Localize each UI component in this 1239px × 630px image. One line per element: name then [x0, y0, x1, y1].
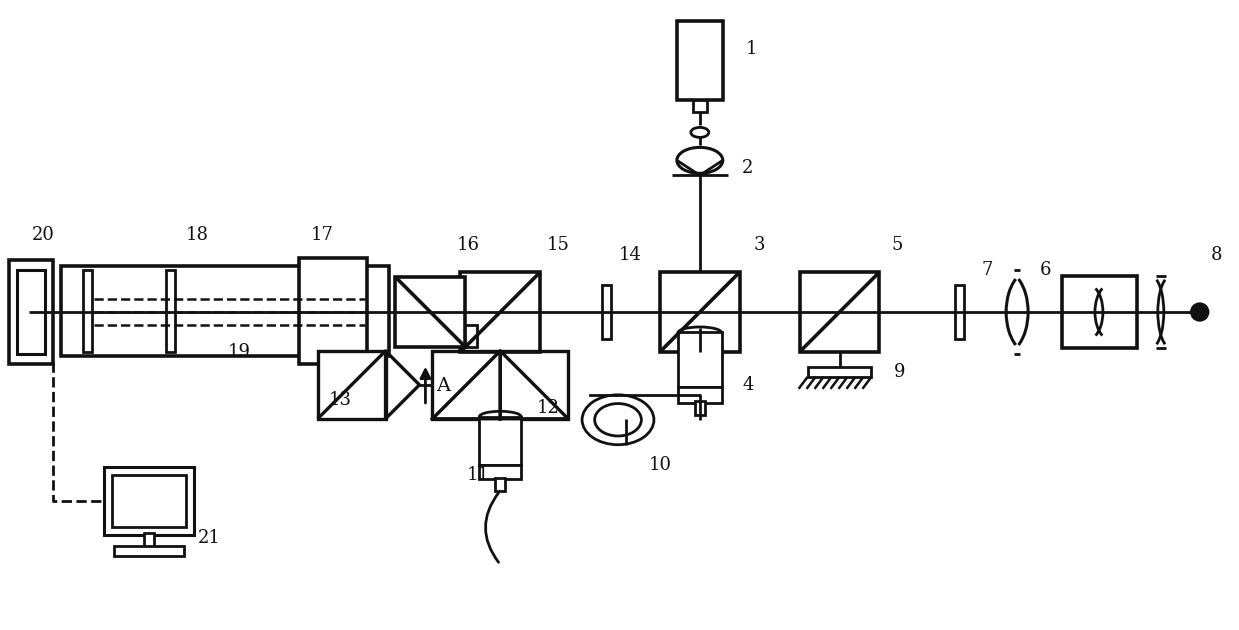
Text: 20: 20 — [32, 226, 55, 244]
Bar — [676, 21, 722, 100]
Bar — [17, 270, 46, 354]
Text: A: A — [436, 377, 451, 395]
Bar — [1062, 276, 1137, 348]
Text: 19: 19 — [227, 343, 250, 361]
Bar — [461, 272, 540, 352]
Bar — [693, 100, 706, 112]
Text: 18: 18 — [186, 226, 208, 244]
Text: 14: 14 — [618, 246, 642, 264]
Bar — [61, 266, 389, 356]
Text: 15: 15 — [546, 236, 570, 254]
Bar — [660, 272, 740, 352]
Text: 4: 4 — [742, 376, 753, 394]
Bar — [112, 474, 186, 527]
Text: 7: 7 — [981, 261, 992, 279]
Bar — [10, 260, 53, 364]
Bar — [432, 351, 569, 419]
Bar — [317, 351, 385, 419]
Text: 12: 12 — [536, 399, 560, 417]
Text: 5: 5 — [892, 236, 903, 254]
Bar — [104, 467, 195, 534]
Bar — [83, 270, 92, 352]
Text: 11: 11 — [467, 466, 489, 484]
Text: 2: 2 — [742, 159, 753, 177]
Text: 9: 9 — [893, 363, 906, 381]
Bar — [395, 277, 466, 347]
Text: 21: 21 — [197, 529, 221, 546]
Bar — [678, 387, 722, 403]
Bar — [466, 325, 477, 347]
Bar — [479, 465, 522, 479]
Text: 10: 10 — [648, 455, 672, 474]
Bar — [496, 478, 506, 491]
Text: 1: 1 — [746, 40, 757, 57]
Bar — [299, 258, 367, 364]
Bar — [114, 546, 183, 556]
Bar — [166, 270, 175, 352]
Bar — [695, 401, 705, 415]
Text: 13: 13 — [330, 391, 352, 409]
Bar — [678, 332, 722, 387]
Text: 16: 16 — [457, 236, 479, 254]
Bar — [799, 272, 880, 352]
Circle shape — [1191, 303, 1209, 321]
Text: 6: 6 — [1040, 261, 1051, 279]
Text: 8: 8 — [1211, 246, 1223, 264]
Bar — [602, 285, 611, 339]
Text: 17: 17 — [311, 226, 335, 244]
Text: 3: 3 — [755, 236, 766, 254]
Bar — [479, 417, 522, 465]
Bar — [808, 367, 871, 377]
Bar — [144, 532, 154, 549]
Bar — [955, 285, 964, 339]
